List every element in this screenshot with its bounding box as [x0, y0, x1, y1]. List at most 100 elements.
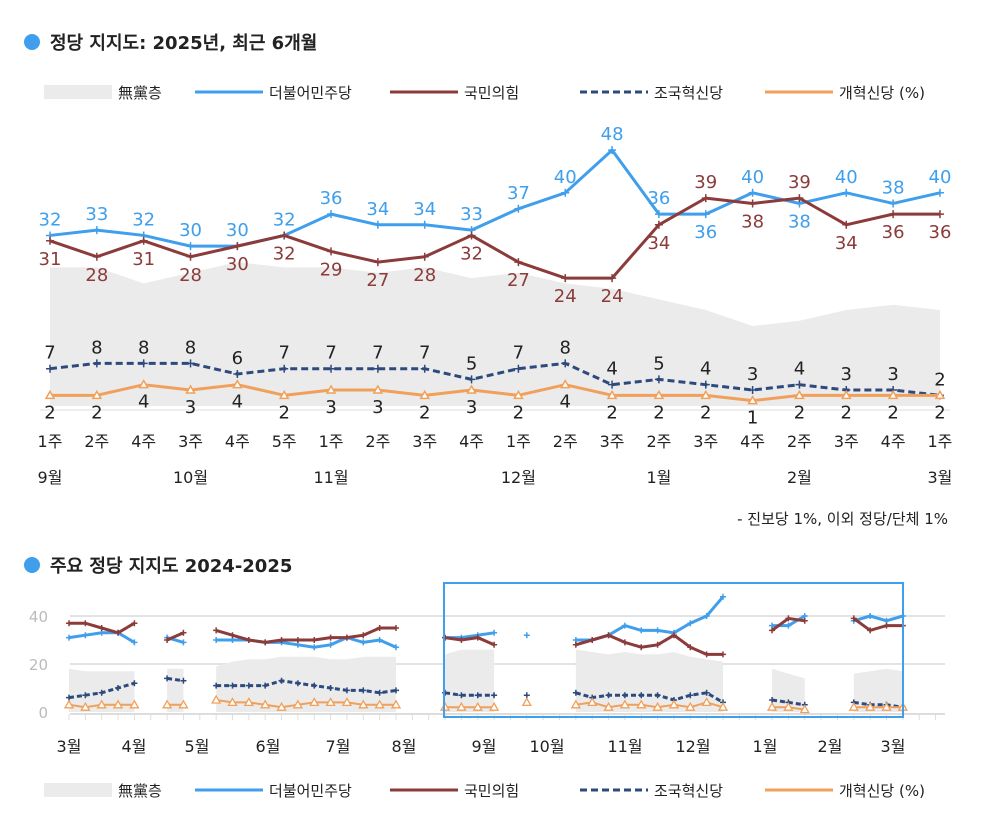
marker2-ppp	[82, 620, 89, 627]
x-tick-label: 2주	[787, 432, 812, 451]
marker2-rebuild	[343, 687, 350, 694]
marker-ppp	[748, 199, 757, 208]
month-label-2: 10월	[529, 737, 564, 756]
month-label-2: 8월	[392, 737, 417, 756]
marker2-rebuild	[311, 682, 318, 689]
marker2-ppp	[491, 641, 498, 648]
data-label-rebuild: 8	[138, 337, 149, 358]
marker2-ppp	[229, 632, 236, 639]
marker2-minjoo	[491, 629, 498, 636]
data-label-rebuild: 7	[419, 343, 430, 364]
marker2-rebuild	[164, 675, 171, 682]
marker-reform	[466, 384, 477, 394]
marker2-reform	[161, 699, 173, 709]
marker2-minjoo	[785, 622, 792, 629]
marker-minjoo	[748, 188, 757, 197]
marker2-reform	[260, 699, 271, 709]
data-label-rebuild: 6	[232, 348, 243, 369]
top-legend-nonpartisan: 無黨층	[118, 84, 162, 102]
line2-rebuild	[853, 700, 904, 709]
top-legend-reform: 개혁신당 (%)	[839, 84, 925, 102]
marker2-reform	[390, 699, 402, 709]
data-label-minjoo: 36	[694, 222, 717, 243]
marker2-reform	[112, 699, 124, 709]
data-label-ppp: 32	[273, 243, 296, 264]
data-label-ppp: 29	[320, 259, 343, 280]
marker2-reform	[80, 701, 91, 711]
line2-minjoo	[575, 595, 725, 642]
marker2-minjoo	[621, 622, 628, 629]
marker2-ppp	[785, 615, 792, 622]
marker-minjoo	[842, 188, 851, 197]
top-legend-ppp: 국민의힘	[464, 84, 519, 102]
marker2-rebuild	[376, 689, 383, 696]
marker2-ppp	[458, 637, 465, 643]
data-label-ppp: 28	[413, 265, 436, 286]
month-label-2: 9월	[472, 737, 497, 756]
marker2-reform	[243, 697, 254, 707]
data-label-minjoo: 36	[647, 188, 670, 209]
marker2-ppp	[262, 639, 269, 646]
marker-ppp	[795, 194, 804, 203]
marker2-minjoo	[66, 634, 72, 641]
data-label-reform: 2	[278, 402, 289, 423]
data-label-minjoo: 36	[320, 188, 343, 209]
data-label-minjoo: 48	[601, 124, 624, 145]
nonpartisan-area-2	[853, 668, 903, 712]
marker-reform	[606, 389, 618, 400]
marker-rebuild	[233, 370, 242, 379]
data-label-reform: 4	[232, 392, 243, 413]
marker-minjoo	[654, 210, 663, 219]
x-tick-label: 4주	[459, 432, 484, 451]
x-tick-label: 3주	[834, 432, 859, 451]
marker-ppp	[420, 252, 429, 261]
data-label-ppp: 30	[226, 254, 249, 275]
month-label: 1월	[646, 468, 671, 487]
marker-ppp	[139, 236, 148, 245]
marker2-minjoo	[131, 639, 138, 646]
month-label-2: 11월	[607, 737, 642, 756]
marker2-ppp	[294, 637, 301, 643]
marker-ppp	[467, 231, 476, 240]
marker-reform	[232, 379, 243, 389]
chart-title: 정당 지지도: 2025년, 최근 6개월	[50, 33, 317, 54]
marker2-minjoo	[180, 639, 187, 646]
marker2-reform	[766, 701, 778, 711]
marker-rebuild	[373, 364, 382, 373]
marker-reform	[185, 384, 196, 394]
marker-reform	[840, 389, 852, 400]
marker2-reform	[570, 699, 581, 709]
marker2-minjoo	[638, 627, 645, 634]
marker-minjoo	[514, 204, 523, 213]
month-label-2: 5월	[185, 737, 210, 756]
marker2-ppp	[311, 637, 318, 643]
marker-rebuild	[608, 380, 617, 389]
x-tick-label: 3주	[600, 432, 625, 451]
month-label: 12월	[501, 468, 536, 487]
marker-reform	[559, 379, 571, 389]
marker2-minjoo	[687, 620, 694, 627]
marker2-reform	[374, 699, 385, 709]
line2-minjoo	[445, 631, 495, 640]
x-tick-label: 1주	[506, 432, 531, 451]
marker2-reform	[636, 699, 647, 709]
marker2-ppp	[883, 622, 890, 629]
marker2-rebuild	[98, 689, 105, 696]
marker2-ppp	[245, 637, 252, 643]
marker-rebuild	[420, 364, 429, 373]
marker-reform	[887, 389, 899, 400]
marker2-rebuild	[213, 682, 220, 689]
marker-reform	[700, 389, 712, 400]
bottom-legend-swatch-nonpartisan	[44, 783, 112, 797]
y-tick-label: 0	[38, 704, 48, 722]
marker2-minjoo	[654, 627, 661, 634]
marker2-ppp	[327, 634, 334, 641]
title-bullet-icon	[24, 34, 40, 50]
data-label-ppp: 38	[741, 211, 764, 232]
marker2-minjoo	[327, 641, 334, 648]
footnote: - 진보당 1%, 이외 정당/단체 1%	[737, 510, 948, 528]
marker2-ppp	[393, 625, 399, 631]
bottom-legend-minjoo: 더불어민주당	[269, 782, 352, 800]
marker2-reform	[587, 697, 598, 707]
